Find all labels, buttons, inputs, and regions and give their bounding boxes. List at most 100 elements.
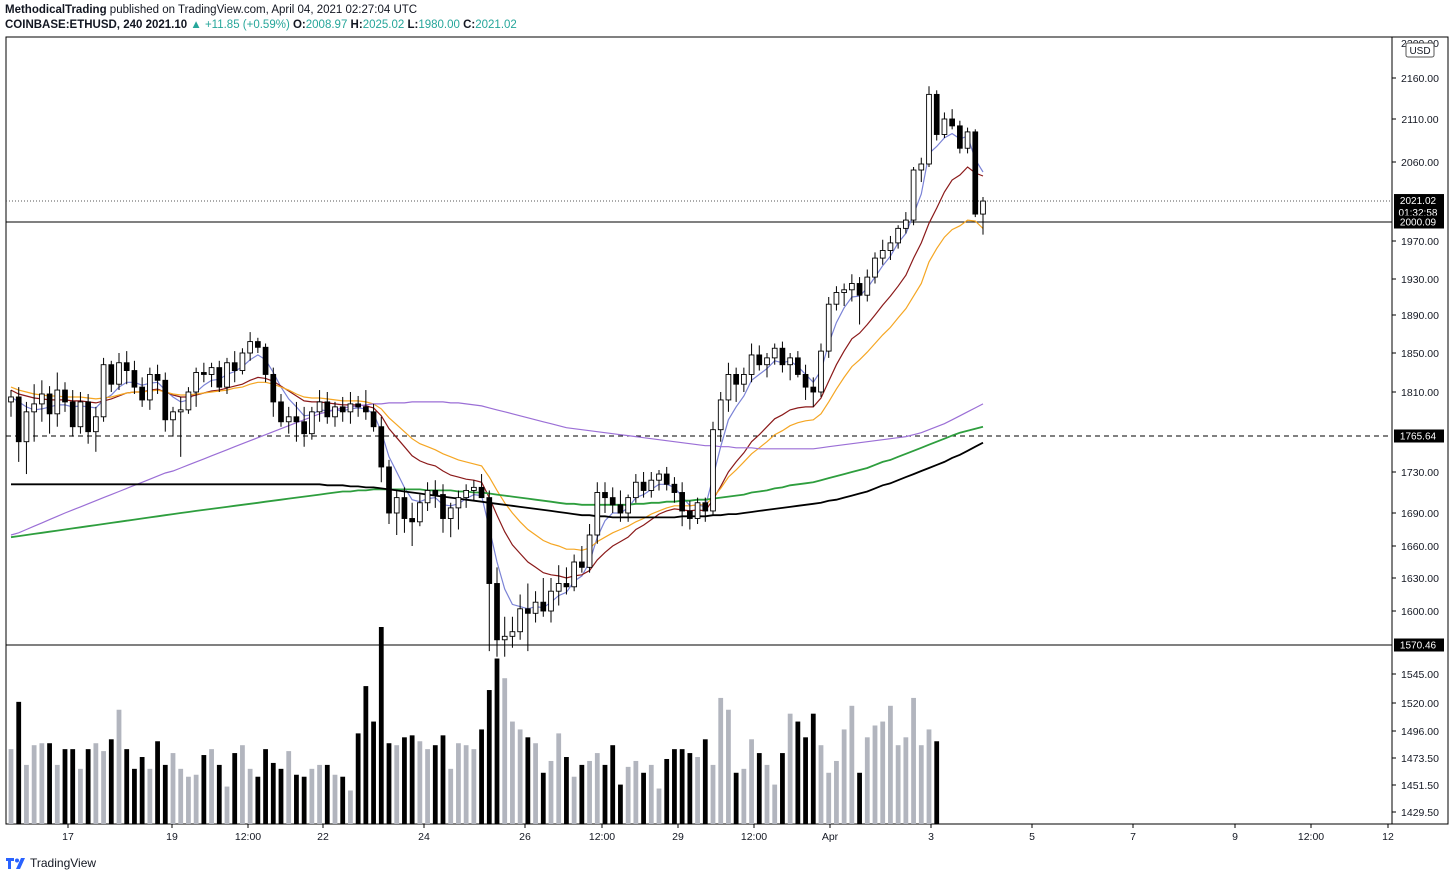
candle [309, 406, 315, 440]
tradingview-logo-icon[interactable] [6, 856, 26, 870]
volume-bar [787, 713, 793, 824]
candle [864, 269, 871, 302]
candle [270, 367, 277, 417]
time-tick-label: 12 [1382, 831, 1394, 843]
volume-bar [93, 743, 99, 824]
candle [262, 343, 269, 383]
volume-bar [39, 743, 45, 824]
volume-bar [16, 701, 22, 824]
volume-bar [170, 753, 176, 824]
candle-body [494, 583, 500, 641]
candle [170, 406, 176, 437]
publish-line: MethodicalTrading published on TradingVi… [5, 3, 1445, 18]
candle-body [818, 350, 824, 393]
volume-bar [348, 790, 353, 824]
candle-body [864, 276, 871, 296]
candle-body [147, 374, 153, 401]
candle [787, 353, 793, 381]
candle-body [563, 583, 570, 588]
candle [540, 578, 547, 617]
price-label-tag: 2000.09 [1394, 215, 1444, 229]
candle-body [717, 399, 724, 431]
price-label-text: 2021.02 [1400, 196, 1437, 207]
candles [8, 86, 986, 657]
candle [239, 348, 246, 375]
volume-bar [880, 721, 886, 824]
candle [46, 386, 53, 434]
price-tick-label: 1545.00 [1401, 669, 1439, 681]
volume-bar [332, 774, 338, 824]
volume-bar [826, 772, 832, 824]
volume-bar [664, 758, 670, 824]
candle [478, 474, 485, 499]
price-tick-label: 1473.50 [1401, 753, 1439, 765]
candle-body [849, 283, 855, 291]
candle-body [239, 352, 246, 371]
author-name[interactable]: MethodicalTrading [5, 4, 107, 16]
candle-body [432, 490, 439, 496]
candle-body [540, 601, 547, 612]
candle-body [162, 379, 169, 421]
price-tick-label: 1520.00 [1401, 698, 1439, 710]
candle [471, 480, 477, 501]
candle [370, 403, 377, 432]
volume-bar [710, 764, 716, 824]
candle-body [625, 497, 631, 514]
candle [139, 377, 145, 407]
candle [378, 416, 385, 483]
volume-bar [363, 686, 369, 824]
candle [586, 524, 593, 573]
footer-brand[interactable]: TradingView [30, 856, 97, 870]
time-tick-label: 19 [166, 831, 178, 843]
candle [39, 380, 45, 422]
candle-body [309, 411, 315, 435]
candle [548, 578, 554, 623]
candle [964, 127, 971, 154]
candle-body [949, 118, 955, 127]
candle [563, 567, 570, 595]
candle [679, 482, 685, 527]
candle-body [270, 374, 277, 403]
volume-bar [247, 768, 253, 824]
candle-body [856, 283, 863, 296]
candle [841, 283, 847, 306]
candle-body [100, 364, 107, 418]
candle-body [285, 416, 292, 423]
volume-bar [155, 741, 160, 824]
volume-bar [780, 753, 785, 824]
volume-bar [672, 749, 677, 824]
candle-body [725, 374, 732, 401]
candle [818, 343, 824, 397]
candle [23, 401, 30, 475]
candle [640, 472, 647, 498]
candle-body [895, 227, 901, 244]
volume-bars [8, 627, 940, 824]
volume-bar [116, 709, 122, 824]
volume-bar [517, 729, 523, 824]
time-tick-label: Apr [822, 831, 839, 843]
candle [177, 396, 184, 457]
volume-bar [679, 749, 685, 824]
candle [355, 395, 361, 417]
volume-bar [471, 749, 477, 824]
candle [579, 546, 585, 573]
volume-bar [394, 745, 400, 824]
candle-body [964, 131, 971, 149]
volume-bar [579, 764, 585, 824]
volume-bar [749, 739, 754, 824]
volume-bar [417, 741, 423, 824]
volume-bar [895, 745, 901, 824]
candle-body [687, 510, 693, 519]
volume-bar [108, 739, 114, 824]
candle [339, 396, 346, 422]
symbol-name[interactable]: COINBASE:ETHUSD, 240 [5, 19, 143, 31]
candle [393, 490, 400, 535]
low-label: L: [407, 19, 419, 31]
candle-body [440, 494, 446, 519]
candle [386, 459, 392, 524]
candle [455, 490, 462, 530]
price-label-bg [1394, 638, 1444, 652]
candle [933, 90, 940, 141]
candle-body [918, 163, 925, 171]
